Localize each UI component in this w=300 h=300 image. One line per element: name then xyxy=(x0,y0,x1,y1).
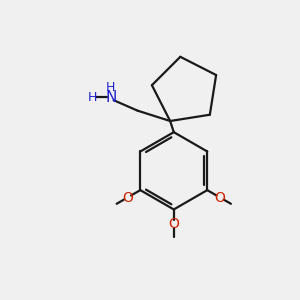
Text: N: N xyxy=(105,90,116,105)
Text: O: O xyxy=(122,190,133,205)
Text: O: O xyxy=(215,190,226,205)
Text: H: H xyxy=(106,81,116,94)
Text: H: H xyxy=(88,91,97,104)
Text: O: O xyxy=(168,217,179,231)
